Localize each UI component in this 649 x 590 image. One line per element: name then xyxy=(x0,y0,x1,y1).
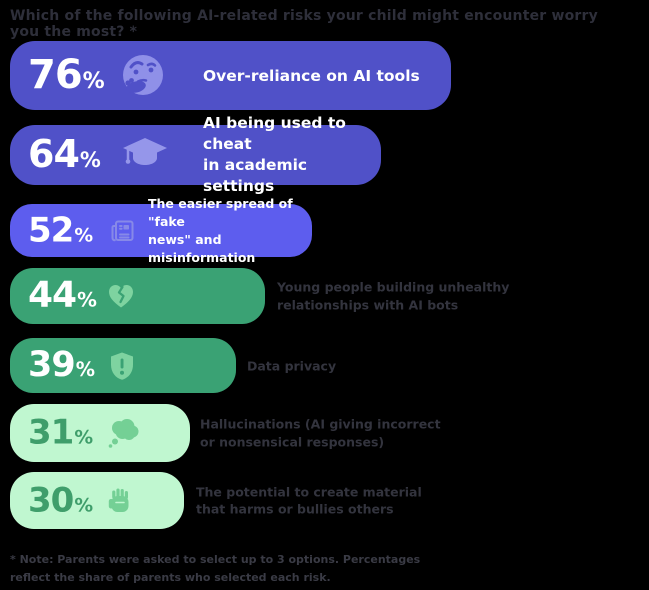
page-title: Which of the following AI-related risks … xyxy=(10,8,598,40)
percent-sign: % xyxy=(74,427,94,449)
raised-fist-icon xyxy=(107,487,133,515)
broken-heart-icon xyxy=(107,283,135,310)
thinking-face-icon xyxy=(121,54,165,98)
bar-label: Young people building unhealthy relation… xyxy=(277,279,510,313)
bar-label: Hallucinations (AI giving incorrect or n… xyxy=(200,416,441,450)
bar: 39% xyxy=(10,338,237,393)
bar-label: Data privacy xyxy=(247,357,337,373)
percent-sign: % xyxy=(82,68,105,94)
percent-sign: % xyxy=(75,357,96,381)
newspaper-icon xyxy=(109,217,136,244)
percent-sign: % xyxy=(77,288,97,312)
bar-row-academic-cheating: 64% AI being used to cheat in academic s… xyxy=(0,114,649,195)
percent-value: 39% xyxy=(28,344,96,385)
shield-alert-icon xyxy=(109,351,135,381)
percent-sign: % xyxy=(79,148,101,173)
bar-row-unhealthy-relationships: 44% Young people building unhealthy rela… xyxy=(0,268,649,324)
bar: 30% xyxy=(10,472,184,529)
bar-label: The potential to create material that ha… xyxy=(196,484,422,517)
bar: 76% Over-reliance on AI tools xyxy=(10,41,451,110)
bar: 44% xyxy=(10,268,266,324)
bar-row-fake-news: 52% The easier spread of "fake news" and… xyxy=(0,195,649,265)
percent-value: 44% xyxy=(28,274,97,316)
bar-row-over-reliance: 76% Over-reliance on AI tools xyxy=(0,41,649,110)
percent-value: 31% xyxy=(28,412,94,453)
bar: 31% xyxy=(10,404,190,462)
bar-label: The easier spread of "fake news" and mis… xyxy=(148,195,293,265)
bar-row-hallucinations: 31% Hallucinations (AI giving incorrect … xyxy=(0,404,649,462)
graduation-cap-icon xyxy=(121,135,169,175)
footnote: * Note: Parents were asked to select up … xyxy=(10,553,421,585)
percent-value: 30% xyxy=(28,479,94,520)
percent-sign: % xyxy=(74,224,94,246)
percent-value: 76% xyxy=(28,51,105,98)
bar-label: AI being used to cheat in academic setti… xyxy=(203,114,346,195)
percent-value: 64% xyxy=(28,132,101,177)
bar-label: Over-reliance on AI tools xyxy=(203,66,420,85)
thought-bubble-icon xyxy=(106,417,140,449)
percent-value: 52% xyxy=(28,209,94,250)
bar-row-data-privacy: 39% Data privacy xyxy=(0,338,649,393)
percent-sign: % xyxy=(74,494,94,516)
bar: 52% The easier spread of "fake news" and… xyxy=(10,195,312,265)
bar-row-harmful-material: 30% The potential to create material tha… xyxy=(0,472,649,529)
bar: 64% AI being used to cheat in academic s… xyxy=(10,114,382,195)
